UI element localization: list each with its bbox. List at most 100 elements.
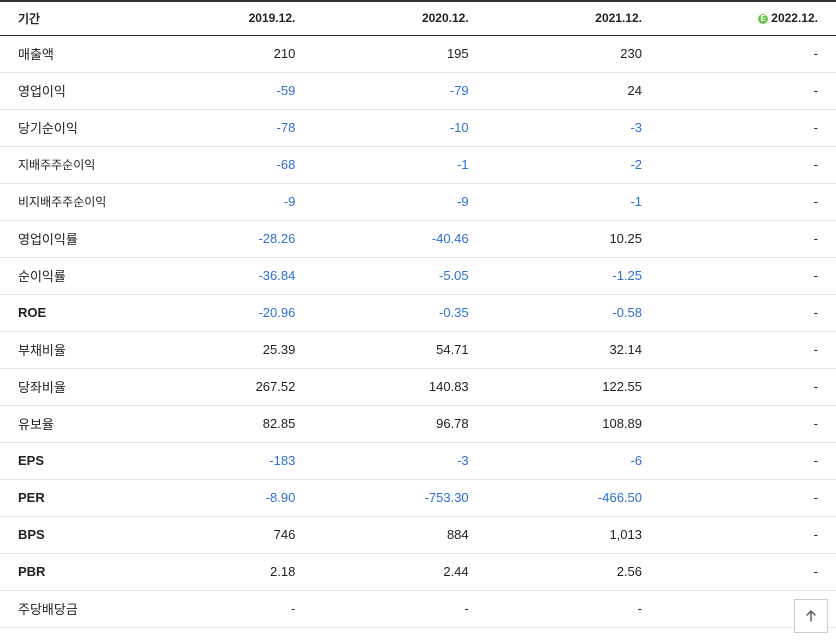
scroll-top-button[interactable] [794, 599, 828, 633]
row-label-text: 영업이익 [18, 84, 66, 99]
row-label-text: 유보율 [18, 417, 54, 432]
row-label-text: 영업이익률 [18, 232, 78, 247]
table-cell: -3 [313, 442, 486, 479]
table-row: 영업이익률-28.26-40.4610.25- [0, 220, 836, 257]
table-cell: 2.56 [487, 553, 660, 590]
row-label: 유보율 [0, 405, 140, 442]
table-cell: -8.90 [140, 479, 313, 516]
table-row: 당좌비율267.52140.83122.55- [0, 368, 836, 405]
table-cell: -0.35 [313, 294, 486, 331]
row-label: 비지배주주순이익 [0, 183, 140, 220]
table-cell: - [660, 257, 836, 294]
row-label: 영업이익률 [0, 220, 140, 257]
table-cell: -183 [140, 442, 313, 479]
table-cell: 54.71 [313, 331, 486, 368]
table-cell: -28.26 [140, 220, 313, 257]
table-cell: - [660, 294, 836, 331]
row-label-text: PBR [18, 564, 45, 579]
table-cell: - [313, 590, 486, 627]
table-cell: - [660, 516, 836, 553]
table-cell: - [660, 146, 836, 183]
table-cell: - [660, 442, 836, 479]
row-label: 지배주주순이익 [0, 146, 140, 183]
table-row: 부채비율 25.3954.7132.14- [0, 331, 836, 368]
table-cell: -40.46 [313, 220, 486, 257]
row-label-text: BPS [18, 527, 45, 542]
table-header-row: 기간 2019.12. 2020.12. 2021.12. E2022.12. [0, 1, 836, 35]
table-row: PBR 2.182.442.56- [0, 553, 836, 590]
row-label-text: 지배주주순이익 [18, 158, 95, 172]
row-label: 주당배당금 [0, 590, 140, 627]
table-cell: -9 [140, 183, 313, 220]
row-label-text: 비지배주주순이익 [18, 195, 106, 209]
row-label: 순이익률 [0, 257, 140, 294]
table-row: EPS-183-3-6- [0, 442, 836, 479]
table-cell: -6 [487, 442, 660, 479]
table-row: 당기순이익-78-10-3- [0, 109, 836, 146]
table-row: 순이익률 -36.84-5.05-1.25- [0, 257, 836, 294]
table-cell: 82.85 [140, 405, 313, 442]
table-cell: -1 [313, 146, 486, 183]
row-label-text: 당기순이익 [18, 121, 78, 136]
table-cell: 267.52 [140, 368, 313, 405]
row-label-text: PER [18, 490, 45, 505]
table-cell: -79 [313, 72, 486, 109]
table-cell: -20.96 [140, 294, 313, 331]
row-label-text: ROE [18, 305, 46, 320]
table-cell: 96.78 [313, 405, 486, 442]
table-cell: -1 [487, 183, 660, 220]
table-cell: - [660, 405, 836, 442]
table-row: 비지배주주순이익-9-9-1- [0, 183, 836, 220]
header-col-3-text: 2022.12. [771, 11, 818, 25]
table-cell: 108.89 [487, 405, 660, 442]
table-cell: -36.84 [140, 257, 313, 294]
table-cell: - [660, 553, 836, 590]
table-cell: -3 [487, 109, 660, 146]
table-cell: - [660, 72, 836, 109]
table-row: 유보율 82.8596.78108.89- [0, 405, 836, 442]
table-cell: 884 [313, 516, 486, 553]
header-col-1: 2020.12. [313, 1, 486, 35]
row-label: 부채비율 [0, 331, 140, 368]
header-col-2: 2021.12. [487, 1, 660, 35]
table-cell: 230 [487, 35, 660, 72]
row-label: EPS [0, 442, 140, 479]
table-cell: - [660, 331, 836, 368]
header-col-0: 2019.12. [140, 1, 313, 35]
row-label: 매출액 [0, 35, 140, 72]
row-label: 당기순이익 [0, 109, 140, 146]
table-cell: 122.55 [487, 368, 660, 405]
table-cell: 25.39 [140, 331, 313, 368]
table-cell: 195 [313, 35, 486, 72]
estimate-badge-icon: E [758, 14, 768, 24]
row-label: 당좌비율 [0, 368, 140, 405]
table-cell: -753.30 [313, 479, 486, 516]
table-cell: 32.14 [487, 331, 660, 368]
table-cell: - [660, 109, 836, 146]
table-cell: - [487, 590, 660, 627]
table-cell: -9 [313, 183, 486, 220]
table-cell: - [660, 368, 836, 405]
table-row: ROE -20.96-0.35-0.58- [0, 294, 836, 331]
header-period: 기간 [0, 1, 140, 35]
table-cell: -1.25 [487, 257, 660, 294]
table-cell: 24 [487, 72, 660, 109]
table-row: 주당배당금---- [0, 590, 836, 627]
table-cell: 1,013 [487, 516, 660, 553]
row-label-text: 순이익률 [18, 269, 66, 284]
table-cell: - [660, 35, 836, 72]
row-label-text: 매출액 [18, 47, 54, 62]
row-label-text: 부채비율 [18, 343, 66, 358]
table-cell: 2.18 [140, 553, 313, 590]
financial-table: 기간 2019.12. 2020.12. 2021.12. E2022.12. … [0, 0, 836, 628]
table-cell: -0.58 [487, 294, 660, 331]
table-cell: -2 [487, 146, 660, 183]
table-cell: 2.44 [313, 553, 486, 590]
table-cell: -59 [140, 72, 313, 109]
row-label: 영업이익 [0, 72, 140, 109]
table-cell: -5.05 [313, 257, 486, 294]
table-cell: - [660, 183, 836, 220]
table-cell: 210 [140, 35, 313, 72]
table-cell: - [660, 479, 836, 516]
table-cell: -78 [140, 109, 313, 146]
